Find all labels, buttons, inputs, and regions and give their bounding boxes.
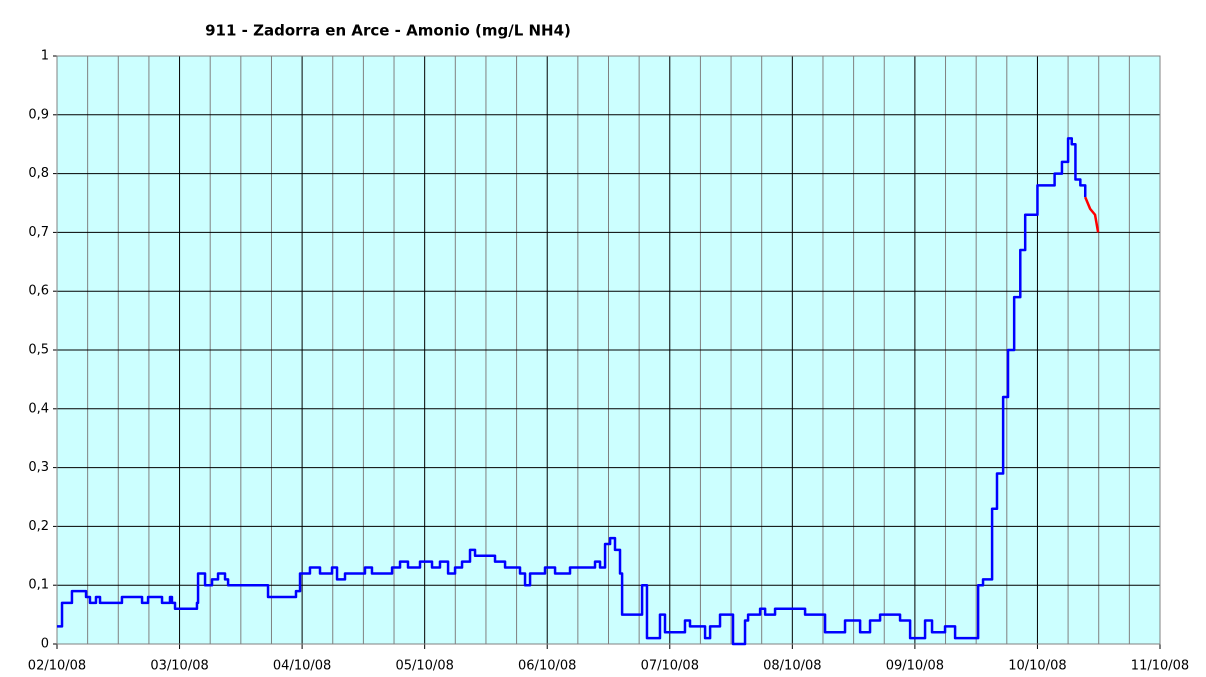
x-tick-label: 07/10/08 — [641, 659, 699, 674]
y-tick-label: 0,4 — [28, 401, 49, 416]
x-tick-label: 10/10/08 — [1008, 659, 1066, 674]
data-line — [57, 137, 1087, 646]
y-tick-label: 0,3 — [28, 460, 49, 475]
x-tick-label: 09/10/08 — [886, 659, 944, 674]
x-tick-label: 03/10/08 — [150, 659, 208, 674]
y-tick-label: 0,8 — [28, 166, 49, 181]
y-tick-label: 0,6 — [28, 284, 49, 299]
x-tick-label: 11/10/08 — [1131, 659, 1189, 674]
chart-title: 911 - Zadorra en Arce - Amonio (mg/L NH4… — [205, 22, 571, 40]
plot-border — [56, 55, 1161, 645]
y-tick-label: 0 — [41, 637, 49, 652]
data-line — [1084, 196, 1100, 233]
x-tick-label: 06/10/08 — [518, 659, 576, 674]
y-tick-label: 1 — [41, 49, 49, 64]
y-tick-label: 0,9 — [28, 107, 49, 122]
x-tick-label: 04/10/08 — [273, 659, 331, 674]
x-tick-label: 05/10/08 — [395, 659, 453, 674]
y-tick-label: 0,2 — [28, 519, 49, 534]
y-tick-label: 0,7 — [28, 225, 49, 240]
y-tick-label: 0,1 — [28, 578, 49, 593]
x-tick-label: 08/10/08 — [763, 659, 821, 674]
y-tick-label: 0,5 — [28, 343, 49, 358]
x-tick-label: 02/10/08 — [28, 659, 86, 674]
